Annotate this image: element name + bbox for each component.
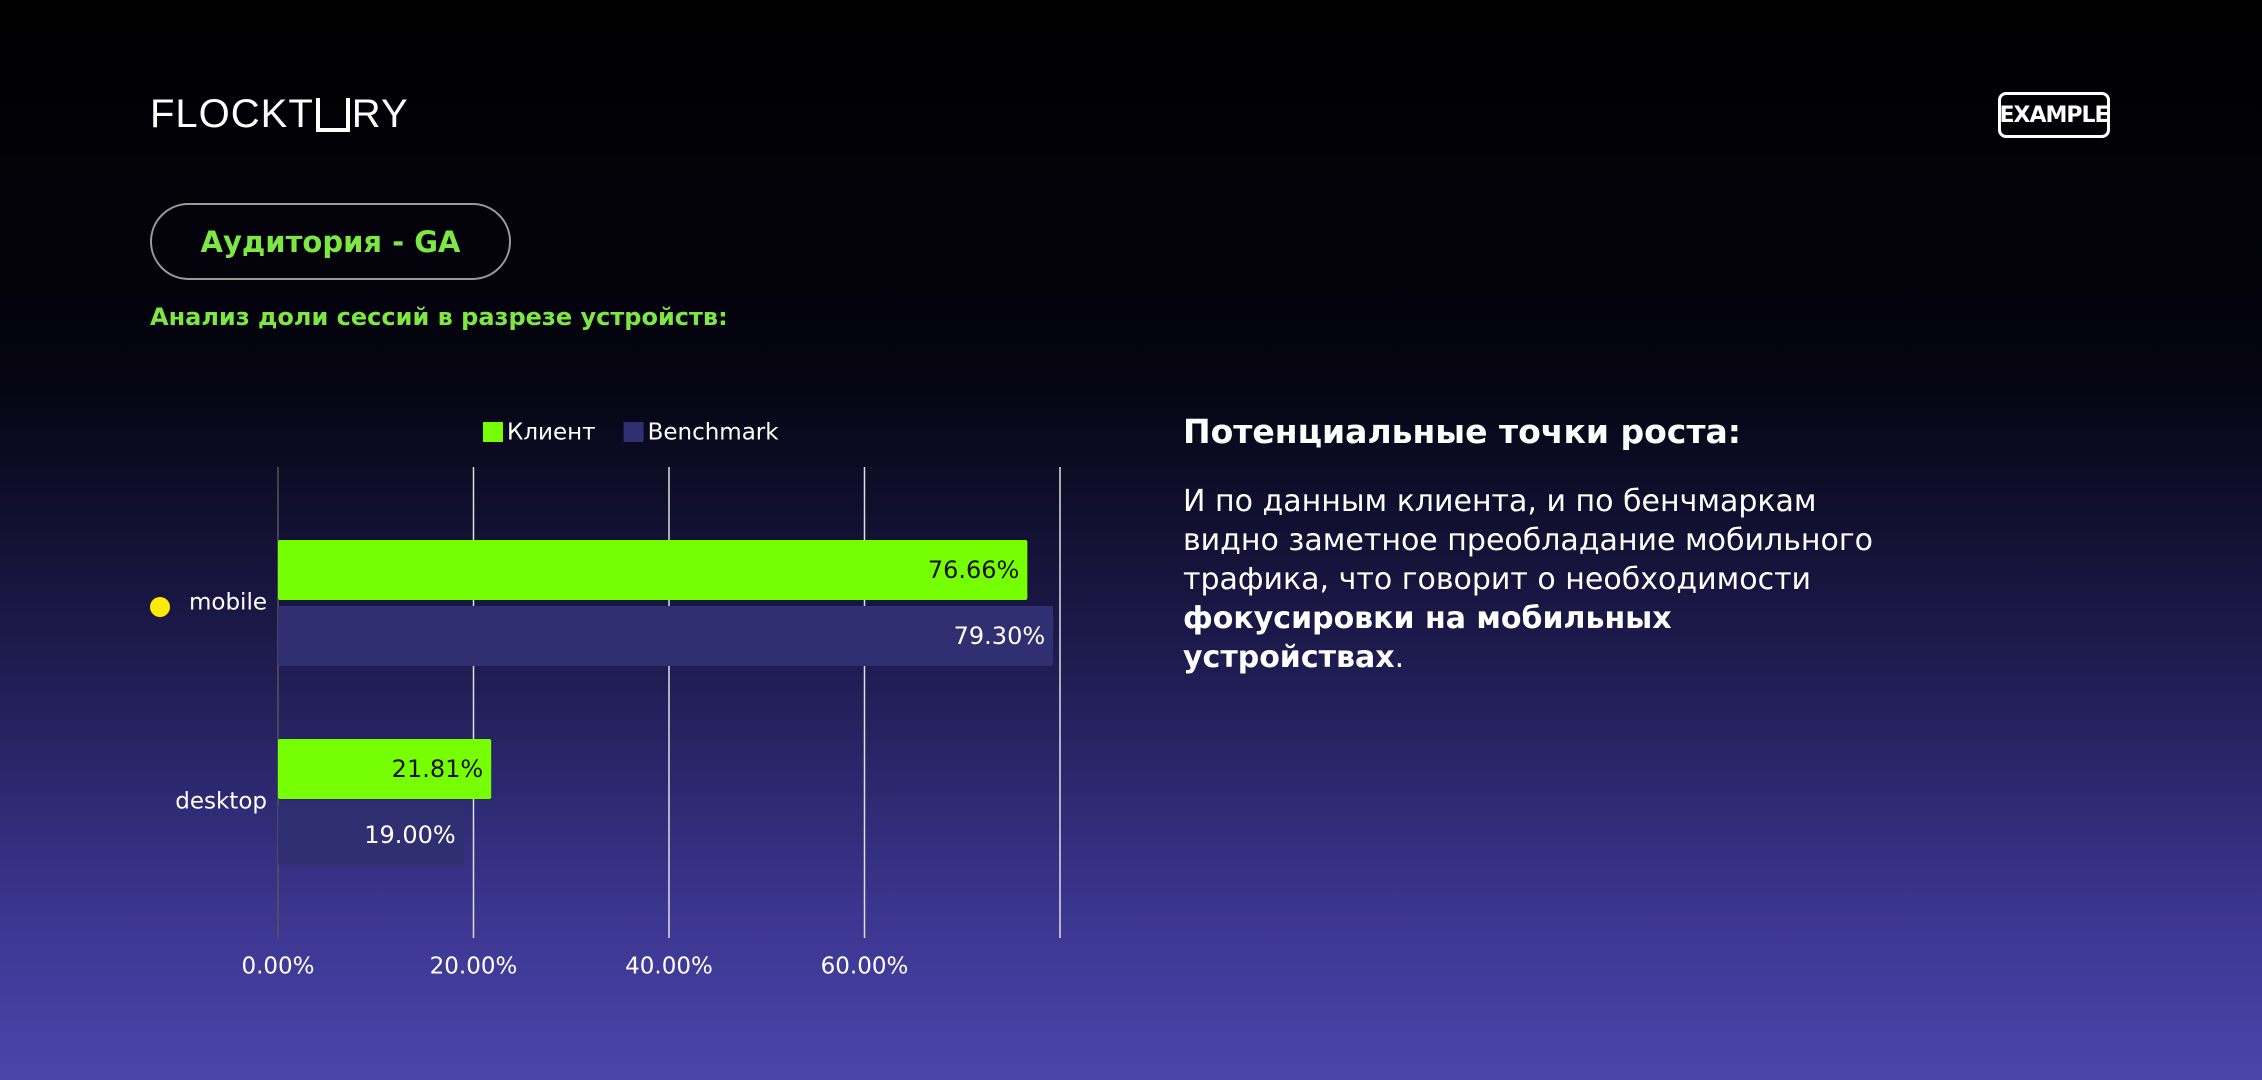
legend-swatch	[483, 422, 503, 442]
value-label: 21.81%	[392, 755, 484, 783]
logo-box	[315, 97, 350, 132]
value-label: 19.00%	[364, 821, 456, 849]
x-tick-label: 20.00%	[430, 954, 518, 980]
legend-label: Benchmark	[648, 420, 780, 446]
bar	[278, 805, 464, 865]
body-text: И по данным клиента, и по бенчмаркам вид…	[1183, 484, 1873, 597]
x-tick-label: 40.00%	[625, 954, 713, 980]
side-body: И по данным клиента, и по бенчмаркам вид…	[1183, 482, 1883, 677]
legend-label: Клиент	[507, 420, 596, 446]
y-tick-label: mobile	[189, 590, 267, 616]
bar	[278, 540, 1028, 600]
body-bold: фокусировки на мобильных устройствах	[1183, 601, 1672, 675]
logo: FLOCKT RY	[150, 92, 409, 137]
subtitle: Анализ доли сессий в разрезе устройств:	[150, 303, 728, 331]
legend-swatch	[623, 422, 644, 442]
bar	[278, 606, 1054, 666]
x-tick-label: 60.00%	[821, 954, 909, 980]
bar	[278, 739, 492, 799]
logo-left: FLOCKT	[150, 92, 314, 136]
badge: EXAMPLE	[1998, 92, 2110, 138]
y-tick-label: desktop	[175, 789, 267, 815]
marker-dot	[150, 597, 170, 617]
side-title: Потенциальные точки роста:	[1183, 412, 1741, 451]
logo-right: RY	[351, 92, 409, 136]
body-text: .	[1394, 640, 1405, 675]
x-tick-label: 0.00%	[241, 954, 314, 980]
value-label: 76.66%	[928, 556, 1020, 584]
section-pill: Аудитория - GA	[150, 203, 511, 280]
value-label: 79.30%	[954, 622, 1046, 650]
